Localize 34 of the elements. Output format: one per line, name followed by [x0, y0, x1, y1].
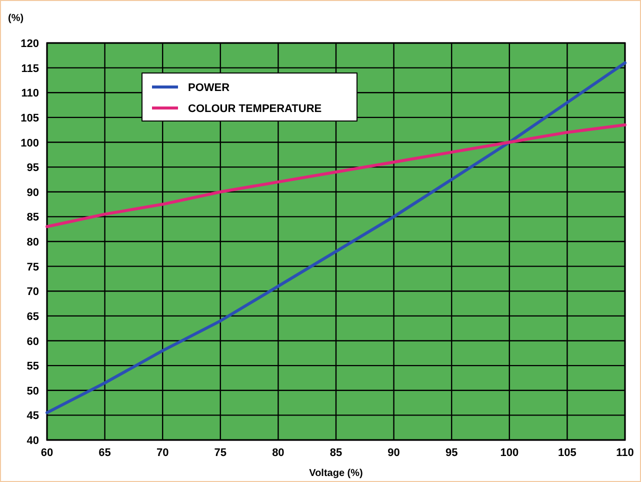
x-tick-label: 60: [40, 447, 54, 459]
y-tick-label: 85: [26, 212, 39, 224]
line-series: [46, 61, 626, 414]
line-series: [46, 123, 626, 228]
y-tick-label: 105: [20, 112, 39, 124]
legend-label: COLOUR TEMPERATURE: [188, 103, 322, 115]
x-tick-label: 90: [388, 447, 400, 459]
y-tick-label: 100: [20, 137, 39, 150]
y-tick-label: 55: [26, 360, 39, 373]
y-tick-label: 90: [26, 186, 39, 199]
y-tick-label: 115: [21, 62, 39, 75]
y-tick-label: 65: [26, 310, 39, 323]
y-tick-label: 40: [26, 435, 39, 447]
x-tick-label: 65: [98, 447, 111, 459]
x-tick-label: 110: [616, 447, 634, 459]
y-tick-label: 75: [26, 261, 39, 274]
y-tick-label: 95: [26, 162, 39, 174]
x-tick-label: 75: [214, 447, 227, 459]
x-tick-label: 80: [272, 447, 284, 459]
x-tick-label: 100: [500, 447, 519, 459]
y-tick-label: 80: [26, 236, 39, 248]
y-tick-label: 120: [20, 38, 39, 50]
x-tick-label: 85: [330, 447, 342, 459]
x-tick-label: 95: [445, 447, 458, 459]
y-tick-label: 110: [21, 88, 39, 100]
x-axis-title: Voltage (%): [309, 468, 363, 479]
y-tick-label: 45: [26, 410, 39, 422]
x-tick-label: 105: [558, 447, 576, 459]
y-tick-label: 70: [26, 286, 39, 298]
y-tick-label: 60: [26, 336, 39, 348]
y-axis-title: (%): [8, 13, 24, 24]
y-tick-label: 50: [26, 385, 39, 398]
legend-label: POWER: [188, 82, 230, 94]
x-tick-label: 70: [156, 447, 169, 459]
